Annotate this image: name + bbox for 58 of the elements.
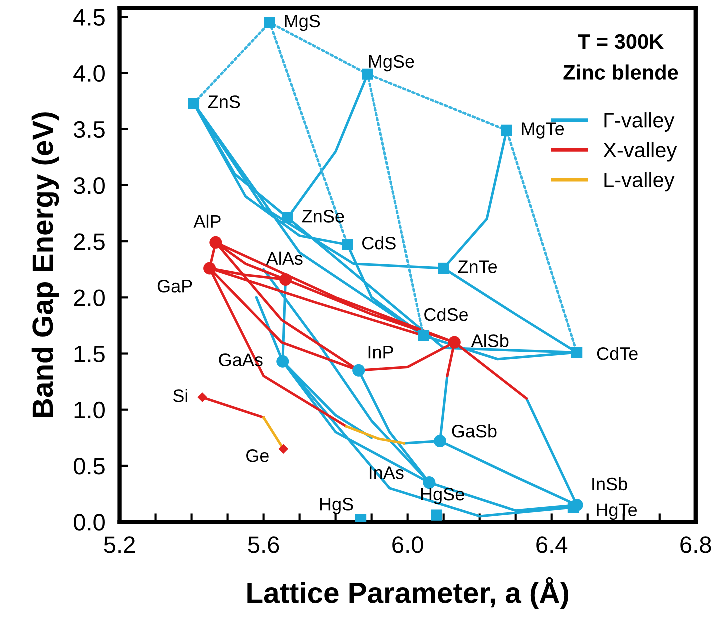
point [264,17,276,28]
y-tick-label: 2.5 [74,234,105,250]
annotation: MgTe [522,122,564,139]
annotation: Ge [246,450,269,462]
y-tick-label: 4.0 [74,65,105,82]
point [278,444,289,454]
annotation: HgTe [597,504,638,520]
annotation: AlP [194,214,221,228]
annotation: AlAs [266,252,303,266]
x-tick-label: 6.4 [536,536,568,554]
x-tick-label: 6.0 [392,536,424,554]
annotation: Si [173,389,188,402]
annotation: ZnTe [458,260,498,274]
annotation: CdS [362,236,396,250]
x-tick-label: 5.6 [248,536,280,554]
y-tick-label: 3.0 [74,178,105,194]
annotation: GaP [158,280,192,293]
point [431,510,442,521]
annotation: ZnS [208,96,240,108]
point [276,355,290,368]
annotation: ZnSe [302,210,344,223]
annotation: CdTe [597,347,638,360]
annotation: InSb [592,477,628,491]
annotation: MgS [285,14,320,32]
y-axis-title: Band Gap Energy (eV) [32,112,60,418]
y-tick-label: 2.0 [74,290,105,306]
legend-label: X-valley [604,142,678,162]
annotation: GaSb [452,424,497,438]
y-tick-label: 1.5 [74,346,105,363]
annotation: InP [368,346,394,359]
point [282,212,294,224]
y-tick-label: 4.5 [74,9,105,26]
x-tick-label: 5.2 [104,536,136,554]
y-tick-label: 0.5 [74,458,105,475]
point [434,435,446,448]
point [501,124,512,136]
annotation: AlSb [471,334,509,348]
annotation: HgS [320,498,354,514]
y-tick-label: 0.0 [74,514,105,531]
legend-label: L-valley [604,172,675,192]
point [352,364,366,377]
y-tick-label: 1.0 [74,402,105,419]
annotation: MgSe [369,55,414,72]
legend-label: Γ-valley [604,112,675,132]
point [342,239,354,250]
y-tick-label: 3.5 [74,121,105,138]
point [198,392,208,402]
x-tick-label: 6.8 [680,536,712,554]
point [418,330,430,342]
point [188,98,200,110]
point [570,498,584,512]
annotation: Zinc blende [564,64,678,80]
annotation: CdSe [424,308,468,322]
point [438,262,450,274]
annotation: T = 300K [578,34,664,50]
annotation: HgSe [421,488,464,504]
x-axis-title: Lattice Parameter, a (Å) [248,577,568,610]
point [572,347,583,358]
